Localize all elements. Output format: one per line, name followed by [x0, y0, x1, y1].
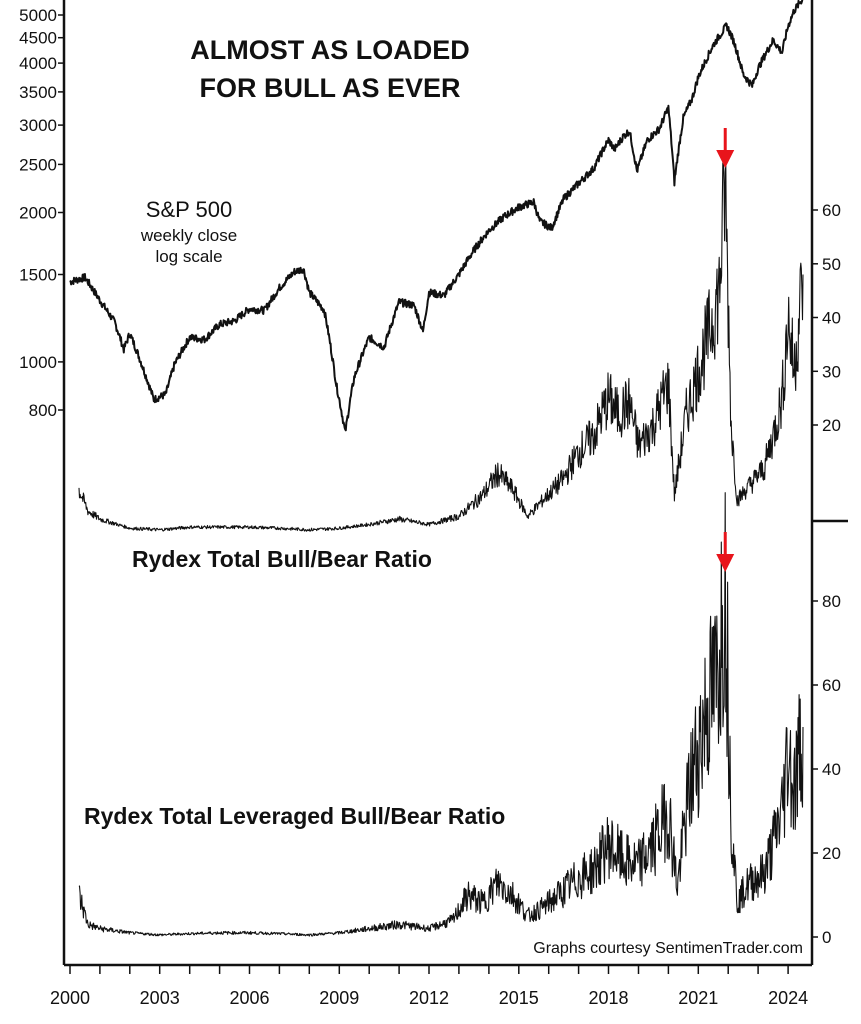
xtick-label-2006: 2006: [229, 988, 269, 1008]
ytick-label-top-3500: 3500: [19, 83, 57, 102]
xtick-label-2000: 2000: [50, 988, 90, 1008]
ytick-label-bottom-20: 20: [822, 844, 841, 863]
sp500-sublabel-weekly-close: weekly close: [140, 226, 237, 245]
ytick-label-top-4500: 4500: [19, 29, 57, 48]
series-line-bottom: [78, 492, 804, 937]
axis-ticks-layer: 8001000150020002500300035004000450050002…: [19, 6, 841, 1008]
ytick-label-bottom-60: 60: [822, 676, 841, 695]
xtick-label-2009: 2009: [319, 988, 359, 1008]
arrow-layer: [716, 128, 735, 572]
ytick-label-top-3000: 3000: [19, 116, 57, 135]
ytick-label-bottom-40: 40: [822, 760, 841, 779]
xtick-label-2015: 2015: [499, 988, 539, 1008]
ytick-label-top-2000: 2000: [19, 204, 57, 223]
ytick-label-top-1500: 1500: [19, 266, 57, 285]
series-line-middle: [78, 157, 804, 532]
ytick-label-middle-40: 40: [822, 309, 841, 328]
annotation-title-line-1: ALMOST AS LOADED: [190, 35, 470, 65]
ytick-label-bottom-0: 0: [822, 928, 831, 947]
ytick-label-middle-30: 30: [822, 362, 841, 381]
leveraged-bull-bear-ratio-title: Rydex Total Leveraged Bull/Bear Ratio: [84, 803, 505, 829]
ytick-label-top-5000: 5000: [19, 6, 57, 25]
ytick-label-top-2500: 2500: [19, 155, 57, 174]
sp500-label: S&P 500: [146, 197, 232, 222]
xtick-label-2024: 2024: [768, 988, 808, 1008]
xtick-label-2012: 2012: [409, 988, 449, 1008]
ytick-label-top-1000: 1000: [19, 353, 57, 372]
series-lines-layer: [69, 0, 804, 937]
ytick-label-middle-20: 20: [822, 416, 841, 435]
xtick-label-2003: 2003: [140, 988, 180, 1008]
ytick-label-bottom-80: 80: [822, 592, 841, 611]
xtick-label-2018: 2018: [588, 988, 628, 1008]
ytick-label-middle-60: 60: [822, 201, 841, 220]
xtick-label-2021: 2021: [678, 988, 718, 1008]
sp500-sublabel-log-scale: log scale: [155, 247, 222, 266]
ytick-label-top-800: 800: [29, 401, 57, 420]
credit-text: Graphs courtesy SentimenTrader.com: [533, 940, 803, 957]
ytick-label-top-4000: 4000: [19, 54, 57, 73]
peak-arrow-bottom: [716, 532, 735, 572]
annotation-title-line-2: FOR BULL AS EVER: [199, 73, 460, 103]
ytick-label-middle-50: 50: [822, 255, 841, 274]
series-line-top: [69, 0, 804, 432]
bull-bear-ratio-title: Rydex Total Bull/Bear Ratio: [132, 546, 432, 572]
peak-arrow-middle: [716, 128, 735, 168]
